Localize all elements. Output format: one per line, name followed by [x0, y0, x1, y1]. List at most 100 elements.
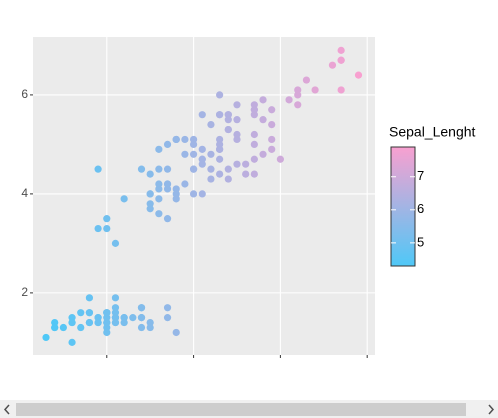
colorbar-label: 7 [417, 168, 424, 183]
point [302, 76, 311, 84]
chart: Sepal_Lenght 2 4 6 5 6 7 [21, 37, 476, 358]
point [77, 309, 85, 317]
scroll-left[interactable] [3, 404, 10, 415]
point [94, 165, 102, 173]
point [189, 140, 198, 149]
point [155, 195, 163, 203]
point [250, 170, 258, 178]
point [354, 71, 363, 79]
point [111, 314, 120, 322]
point [207, 165, 215, 173]
point [242, 160, 250, 168]
point [216, 135, 224, 144]
point [103, 215, 111, 223]
point [250, 140, 258, 149]
point [285, 96, 293, 104]
point [111, 318, 120, 327]
point [146, 318, 154, 327]
point [103, 224, 111, 233]
point [337, 56, 345, 64]
point [181, 150, 189, 158]
point [85, 294, 94, 302]
scroll-right[interactable] [488, 404, 495, 415]
point [111, 309, 120, 317]
point [94, 314, 102, 322]
point [198, 155, 206, 163]
point [337, 46, 345, 54]
point [189, 165, 198, 173]
point [163, 185, 172, 193]
point [163, 304, 172, 312]
point [268, 145, 276, 153]
point [155, 185, 163, 193]
point [111, 239, 120, 247]
point [120, 195, 128, 203]
point [242, 170, 250, 178]
point [216, 140, 224, 149]
point [146, 170, 154, 178]
point [189, 135, 198, 144]
point [198, 111, 206, 119]
point [103, 318, 111, 327]
point [250, 155, 258, 163]
point [189, 190, 198, 198]
point [181, 180, 189, 188]
point [198, 190, 206, 198]
point [189, 150, 198, 158]
point [233, 130, 241, 139]
point [259, 150, 267, 158]
y-tick-label: 4 [21, 186, 28, 200]
point [120, 318, 128, 327]
point [259, 96, 267, 104]
point [233, 160, 241, 168]
point [259, 116, 267, 124]
point [103, 309, 111, 317]
point [233, 101, 241, 109]
point [181, 135, 189, 144]
point [137, 304, 146, 312]
point [68, 338, 76, 346]
point [216, 145, 224, 153]
point [172, 190, 180, 198]
colorbar-label: 6 [417, 201, 424, 216]
point [85, 309, 94, 317]
point [155, 165, 163, 173]
point [155, 210, 163, 218]
point [337, 86, 345, 94]
point [129, 314, 137, 322]
point [103, 314, 111, 322]
point [276, 155, 284, 163]
point [250, 101, 258, 109]
point [120, 314, 128, 322]
point [216, 155, 224, 163]
point [216, 91, 224, 99]
point [224, 175, 232, 183]
scrollbar[interactable] [0, 400, 498, 418]
point [172, 135, 180, 144]
point [111, 294, 120, 302]
point [172, 195, 180, 203]
point [68, 314, 76, 322]
point [294, 86, 302, 94]
point [207, 150, 215, 158]
point [163, 140, 172, 149]
point [59, 323, 67, 332]
point [207, 121, 215, 129]
point [216, 170, 224, 178]
point [77, 323, 85, 332]
y-tick-label: 6 [21, 87, 28, 101]
point [216, 111, 224, 119]
point [137, 314, 146, 322]
point [250, 106, 258, 114]
point [146, 190, 154, 198]
point [51, 318, 59, 327]
point [146, 200, 154, 208]
point [172, 328, 180, 337]
point [294, 91, 302, 99]
point [163, 180, 172, 188]
point [198, 160, 206, 168]
scroll-thumb[interactable] [16, 403, 466, 416]
point [94, 318, 102, 327]
point [163, 215, 172, 223]
